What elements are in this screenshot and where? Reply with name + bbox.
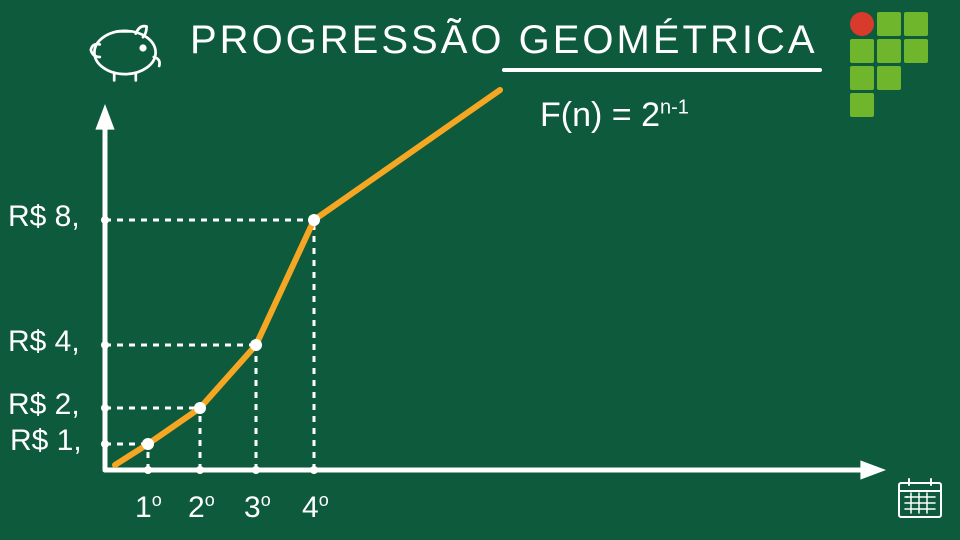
logo-cell xyxy=(904,39,928,63)
piggy-bank-icon xyxy=(80,12,170,84)
logo-cell xyxy=(877,39,901,63)
logo-cell xyxy=(850,12,874,36)
logo-cell xyxy=(877,12,901,36)
y-axis-label: R$ 4, xyxy=(8,325,80,359)
logo-cell xyxy=(904,12,928,36)
y-axis-label: R$ 2, xyxy=(8,388,80,422)
logo-cell xyxy=(850,66,874,90)
brand-logo xyxy=(850,12,928,117)
y-axis-label: R$ 1, xyxy=(10,424,82,458)
logo-cell xyxy=(850,93,874,117)
x-axis-label: 2o xyxy=(188,490,215,525)
logo-cell xyxy=(850,39,874,63)
x-axis-label: 3o xyxy=(244,490,271,525)
calendar-icon xyxy=(895,475,945,521)
x-axis-label: 1o xyxy=(135,490,162,525)
x-axis-label: 4o xyxy=(302,490,329,525)
logo-cell xyxy=(877,66,901,90)
y-axis-label: R$ 8, xyxy=(8,200,80,234)
